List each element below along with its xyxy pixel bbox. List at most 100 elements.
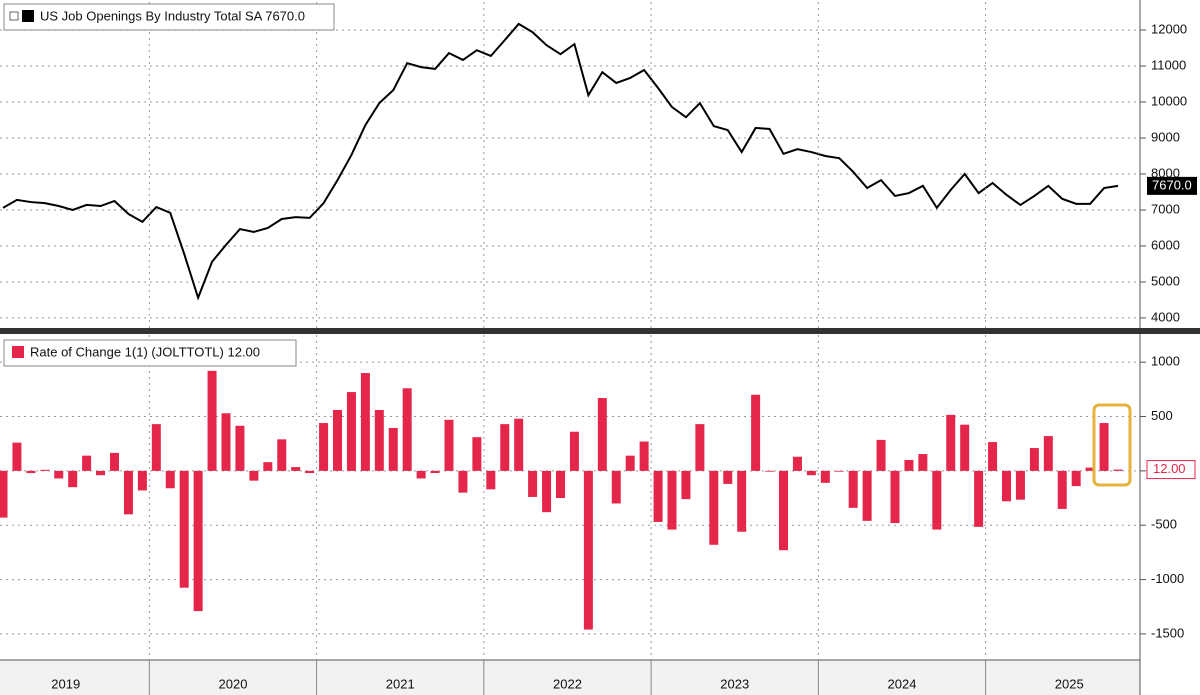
- y-tick-label: 5000: [1151, 273, 1180, 288]
- bar: [12, 442, 22, 471]
- bar: [653, 470, 663, 522]
- bar: [625, 455, 635, 471]
- bar: [249, 470, 259, 481]
- highlight-box: [1092, 403, 1132, 487]
- bar: [890, 470, 900, 524]
- y-tick-label: 12000: [1151, 22, 1187, 37]
- bar: [611, 470, 621, 504]
- bar: [1002, 470, 1011, 502]
- legend-box: [3, 3, 335, 31]
- legend-swatch: [12, 346, 24, 358]
- bar: [277, 439, 287, 471]
- bar: [221, 413, 231, 471]
- bar: [207, 370, 217, 471]
- bar: [151, 424, 161, 471]
- legend-line: US Job Openings By Industry Total SA 767…: [3, 3, 335, 31]
- legend-label: Rate of Change 1(1) (JOLTTOTL) 12.00: [30, 344, 260, 359]
- bar: [597, 398, 607, 471]
- bar: [848, 470, 858, 508]
- bar: [862, 470, 872, 521]
- bar: [583, 470, 593, 630]
- last-value-label: 12.00: [1153, 461, 1186, 476]
- y-tick-label: 7000: [1151, 201, 1180, 216]
- x-axis-strip: [0, 660, 1140, 695]
- bar: [82, 455, 92, 471]
- x-tick-label: 2024: [888, 676, 917, 691]
- bar: [319, 423, 329, 471]
- bar: [1113, 469, 1123, 471]
- bar: [402, 388, 412, 471]
- y-tick-label: 10000: [1151, 93, 1187, 108]
- bar: [806, 470, 816, 476]
- x-tick-label: 2022: [553, 676, 582, 691]
- bar: [96, 470, 106, 476]
- bar: [123, 470, 133, 515]
- y-tick-label: 1000: [1151, 354, 1180, 369]
- bar: [374, 410, 384, 471]
- legend-label: US Job Openings By Industry Total SA 767…: [40, 8, 305, 23]
- y-tick-label: 8000: [1151, 165, 1180, 180]
- bar: [193, 470, 203, 612]
- bar: [458, 470, 468, 493]
- bar: [430, 470, 440, 474]
- bar: [305, 470, 315, 474]
- y-tick-label: 9000: [1151, 129, 1180, 144]
- bar: [416, 470, 426, 479]
- bar: [514, 418, 524, 471]
- last-value-label: 7670.0: [1152, 177, 1192, 192]
- legend-swatch: [22, 10, 34, 22]
- legend-bar: Rate of Change 1(1) (JOLTTOTL) 12.00: [3, 339, 297, 367]
- y-tick-label: 6000: [1151, 237, 1180, 252]
- line: [2, 22, 1119, 301]
- legend-box: [3, 339, 297, 367]
- bar: [695, 424, 705, 471]
- legend-toggle: [9, 11, 19, 21]
- x-tick-label: 2025: [1055, 676, 1084, 691]
- bar: [263, 462, 273, 471]
- bar: [681, 470, 691, 500]
- bar: [360, 373, 370, 471]
- bar: [1043, 436, 1053, 471]
- bar: [960, 424, 970, 471]
- bar: [765, 470, 775, 472]
- bar: [946, 414, 956, 471]
- y-tick-label: 500: [1151, 408, 1173, 423]
- bar: [235, 425, 245, 471]
- panel-divider: [0, 328, 1200, 334]
- bar: [751, 394, 761, 471]
- bar: [110, 452, 119, 471]
- bar: [542, 470, 552, 513]
- bar: [528, 470, 538, 497]
- bar: [988, 442, 998, 471]
- bar: [904, 460, 914, 471]
- bar: [26, 470, 36, 474]
- bar: [667, 470, 677, 530]
- bar: [388, 427, 398, 471]
- bar: [500, 424, 510, 471]
- bar: [1085, 467, 1095, 471]
- last-value-box: [1147, 176, 1197, 195]
- y-tick-label: -1500: [1151, 625, 1184, 640]
- bar: [737, 470, 747, 532]
- bar: [932, 470, 942, 530]
- bar: [1099, 423, 1109, 471]
- bar: [1071, 470, 1081, 487]
- bar: [876, 439, 886, 471]
- bar: [333, 410, 342, 471]
- bar: [1015, 470, 1025, 500]
- x-tick-label: 2021: [386, 676, 415, 691]
- bar: [444, 419, 454, 471]
- bar: [1057, 470, 1067, 509]
- x-tick-label: 2020: [219, 676, 248, 691]
- bar: [834, 470, 844, 472]
- bar: [1029, 448, 1039, 471]
- bar: [68, 470, 78, 488]
- bar: [556, 470, 565, 499]
- bar: [179, 470, 189, 588]
- bar: [820, 470, 830, 483]
- bar: [165, 470, 175, 489]
- x-tick-label: 2019: [51, 676, 80, 691]
- bar: [792, 456, 802, 471]
